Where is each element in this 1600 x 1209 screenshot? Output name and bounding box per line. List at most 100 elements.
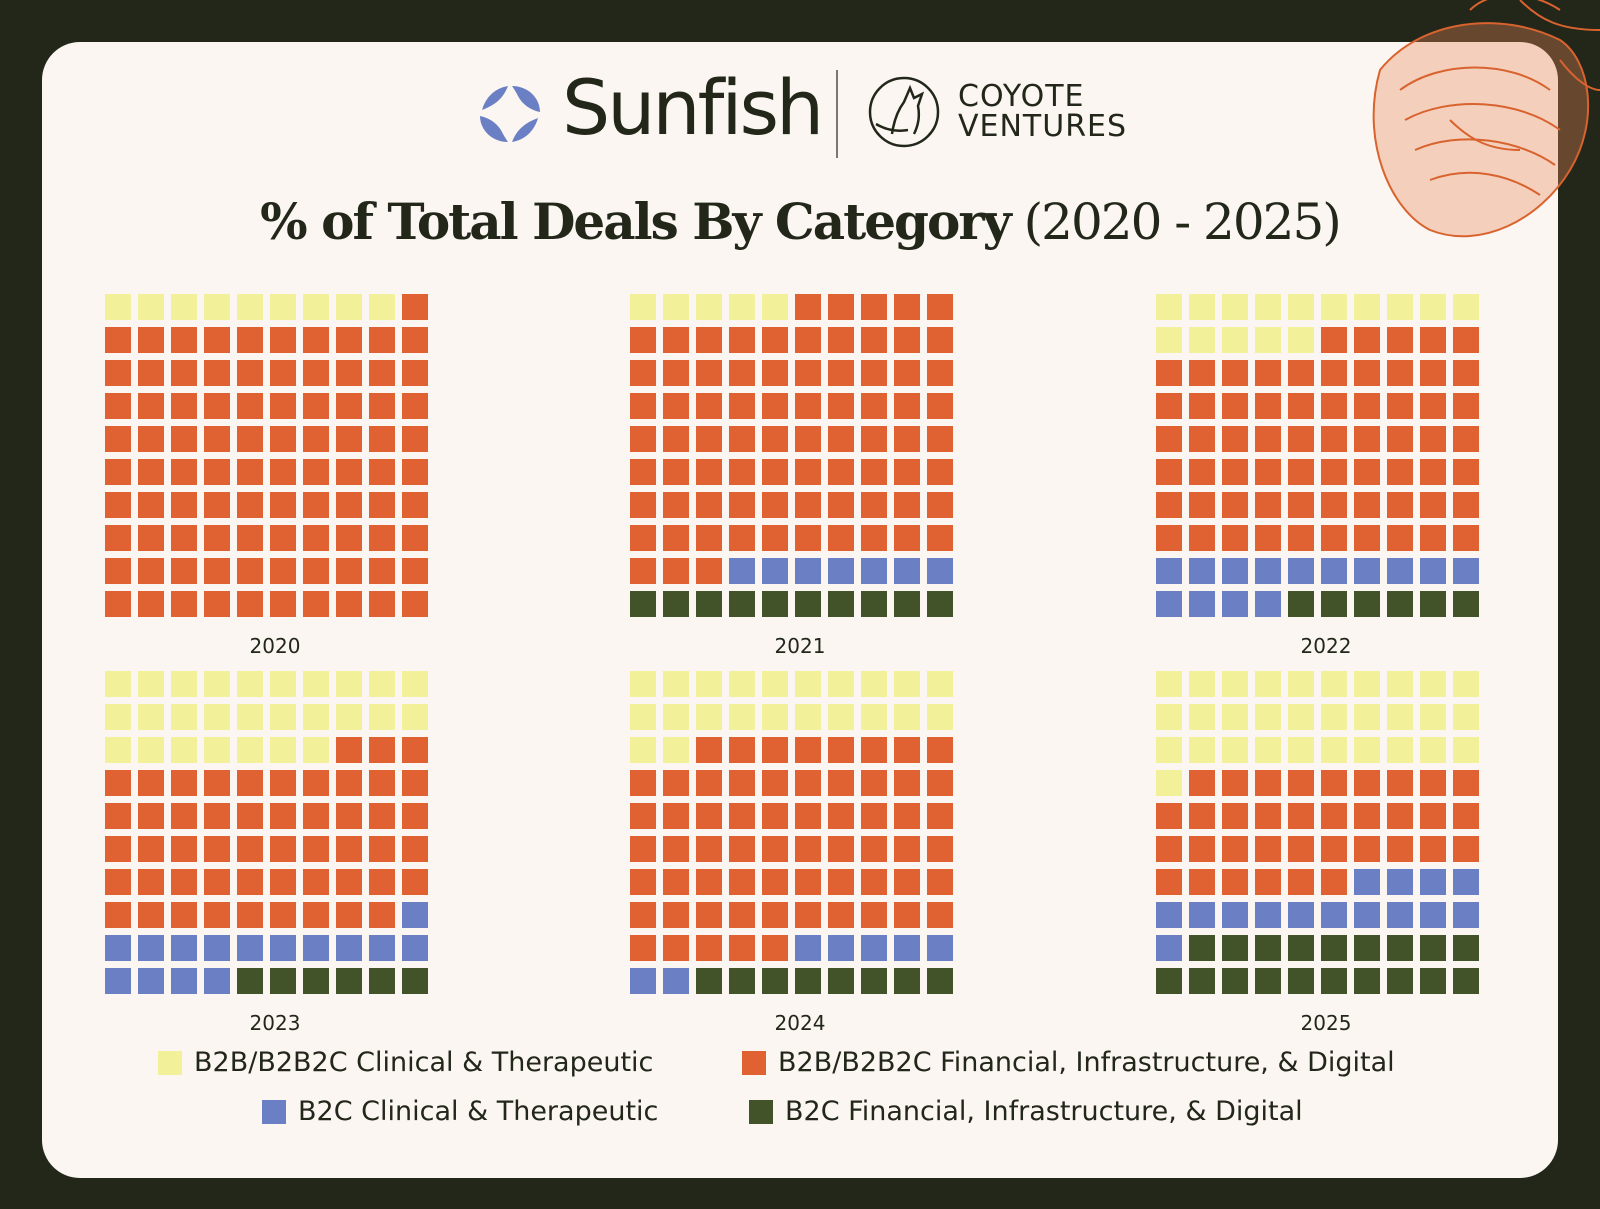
waffle-cell-b2b_fin bbox=[369, 737, 395, 763]
waffle-cell-b2b_fin bbox=[1453, 492, 1479, 518]
waffle-cell-b2b_clin bbox=[1156, 294, 1182, 320]
waffle-cell-b2c_fin bbox=[237, 968, 263, 994]
waffle-cell-b2b_fin bbox=[204, 591, 230, 617]
waffle-cell-b2c_clin bbox=[1288, 558, 1314, 584]
waffle-cell-b2b_fin bbox=[138, 393, 164, 419]
waffle-cell-b2b_fin bbox=[894, 327, 920, 353]
waffle-cell-b2b_fin bbox=[369, 525, 395, 551]
waffle-cell-b2c_clin bbox=[105, 935, 131, 961]
waffle-cell-b2b_fin bbox=[237, 803, 263, 829]
waffle-cell-b2b_fin bbox=[336, 459, 362, 485]
waffle-cell-b2b_fin bbox=[105, 803, 131, 829]
waffle-cell-b2b_fin bbox=[795, 360, 821, 386]
waffle-cell-b2b_fin bbox=[336, 558, 362, 584]
waffle-cell-b2b_fin bbox=[1387, 393, 1413, 419]
waffle-panel-2025: 2025 bbox=[1156, 671, 1496, 1035]
waffle-cell-b2c_fin bbox=[1420, 968, 1446, 994]
waffle-cell-b2b_clin bbox=[927, 704, 953, 730]
waffle-cell-b2b_fin bbox=[204, 426, 230, 452]
waffle-cell-b2b_fin bbox=[1354, 393, 1380, 419]
waffle-cell-b2b_clin bbox=[894, 671, 920, 697]
year-label: 2023 bbox=[249, 1011, 301, 1035]
waffle-cell-b2c_fin bbox=[1321, 935, 1347, 961]
chart-title-years: (2020 - 2025) bbox=[1023, 193, 1342, 251]
waffle-cell-b2b_clin bbox=[1156, 671, 1182, 697]
waffle-cell-b2b_fin bbox=[663, 935, 689, 961]
waffle-cell-b2b_fin bbox=[927, 426, 953, 452]
waffle-cell-b2b_clin bbox=[369, 671, 395, 697]
waffle-cell-b2b_fin bbox=[336, 770, 362, 796]
waffle-cell-b2b_clin bbox=[1255, 671, 1281, 697]
waffle-cell-b2b_fin bbox=[336, 591, 362, 617]
waffle-cell-b2b_clin bbox=[1321, 737, 1347, 763]
waffle-cell-b2c_fin bbox=[270, 968, 296, 994]
waffle-cell-b2c_fin bbox=[795, 968, 821, 994]
waffle-cell-b2b_clin bbox=[663, 671, 689, 697]
waffle-cell-b2b_fin bbox=[795, 770, 821, 796]
waffle-cell-b2b_clin bbox=[894, 704, 920, 730]
waffle-cell-b2b_fin bbox=[336, 327, 362, 353]
waffle-cell-b2b_fin bbox=[402, 360, 428, 386]
waffle-cell-b2b_fin bbox=[204, 869, 230, 895]
waffle-cell-b2b_clin bbox=[1387, 737, 1413, 763]
waffle-cell-b2b_fin bbox=[762, 770, 788, 796]
waffle-cell-b2c_fin bbox=[861, 968, 887, 994]
waffle-cell-b2b_fin bbox=[237, 770, 263, 796]
waffle-cell-b2b_fin bbox=[1420, 393, 1446, 419]
waffle-cell-b2b_fin bbox=[663, 770, 689, 796]
waffle-cell-b2b_fin bbox=[270, 393, 296, 419]
waffle-cell-b2b_clin bbox=[1321, 294, 1347, 320]
waffle-cell-b2b_clin bbox=[204, 294, 230, 320]
waffle-cell-b2b_fin bbox=[1222, 360, 1248, 386]
waffle-cell-b2b_fin bbox=[1354, 327, 1380, 353]
waffle-cell-b2b_fin bbox=[663, 558, 689, 584]
waffle-cell-b2b_fin bbox=[369, 360, 395, 386]
waffle-cell-b2b_clin bbox=[696, 294, 722, 320]
waffle-cell-b2c_clin bbox=[828, 935, 854, 961]
waffle-cell-b2b_fin bbox=[105, 459, 131, 485]
logo-bar: Sunfish COYOTE VENTURES bbox=[0, 70, 1600, 162]
waffle-cell-b2c_fin bbox=[762, 968, 788, 994]
waffle-cell-b2c_clin bbox=[861, 935, 887, 961]
waffle-cell-b2b_fin bbox=[1156, 459, 1182, 485]
waffle-cell-b2c_fin bbox=[1420, 935, 1446, 961]
waffle-cell-b2b_fin bbox=[369, 591, 395, 617]
waffle-cell-b2b_fin bbox=[795, 327, 821, 353]
waffle-cell-b2b_clin bbox=[138, 294, 164, 320]
waffle-cell-b2c_fin bbox=[369, 968, 395, 994]
waffle-cell-b2b_fin bbox=[729, 393, 755, 419]
waffle-cell-b2b_fin bbox=[171, 803, 197, 829]
waffle-cell-b2b_fin bbox=[861, 737, 887, 763]
waffle-cell-b2b_clin bbox=[729, 294, 755, 320]
waffle-cell-b2b_fin bbox=[828, 803, 854, 829]
waffle-cell-b2b_fin bbox=[762, 869, 788, 895]
waffle-cell-b2b_fin bbox=[630, 558, 656, 584]
waffle-cell-b2b_fin bbox=[1255, 459, 1281, 485]
waffle-cell-b2b_clin bbox=[795, 704, 821, 730]
waffle-cell-b2b_fin bbox=[105, 327, 131, 353]
waffle-cell-b2c_clin bbox=[138, 935, 164, 961]
waffle-cell-b2c_clin bbox=[1189, 902, 1215, 928]
waffle-cell-b2b_fin bbox=[1354, 525, 1380, 551]
waffle-cell-b2b_fin bbox=[1354, 459, 1380, 485]
waffle-cell-b2b_fin bbox=[828, 902, 854, 928]
logo-divider bbox=[836, 70, 838, 158]
legend-swatch bbox=[158, 1051, 182, 1075]
floral-illustration bbox=[1372, 0, 1600, 238]
waffle-cell-b2c_fin bbox=[1156, 968, 1182, 994]
waffle-cell-b2b_clin bbox=[1387, 704, 1413, 730]
waffle-cell-b2b_fin bbox=[303, 327, 329, 353]
waffle-cell-b2b_fin bbox=[1156, 525, 1182, 551]
waffle-cell-b2b_clin bbox=[762, 671, 788, 697]
waffle-cell-b2b_fin bbox=[402, 558, 428, 584]
waffle-cell-b2b_fin bbox=[270, 327, 296, 353]
waffle-grid bbox=[630, 671, 970, 994]
waffle-cell-b2b_clin bbox=[1189, 294, 1215, 320]
waffle-cell-b2b_fin bbox=[1222, 770, 1248, 796]
waffle-cell-b2b_fin bbox=[795, 525, 821, 551]
waffle-panel-2022: 2022 bbox=[1156, 294, 1496, 658]
waffle-cell-b2b_fin bbox=[630, 836, 656, 862]
waffle-cell-b2b_fin bbox=[138, 558, 164, 584]
coyote-wordmark-line2: VENTURES bbox=[958, 109, 1128, 144]
waffle-cell-b2b_fin bbox=[795, 426, 821, 452]
